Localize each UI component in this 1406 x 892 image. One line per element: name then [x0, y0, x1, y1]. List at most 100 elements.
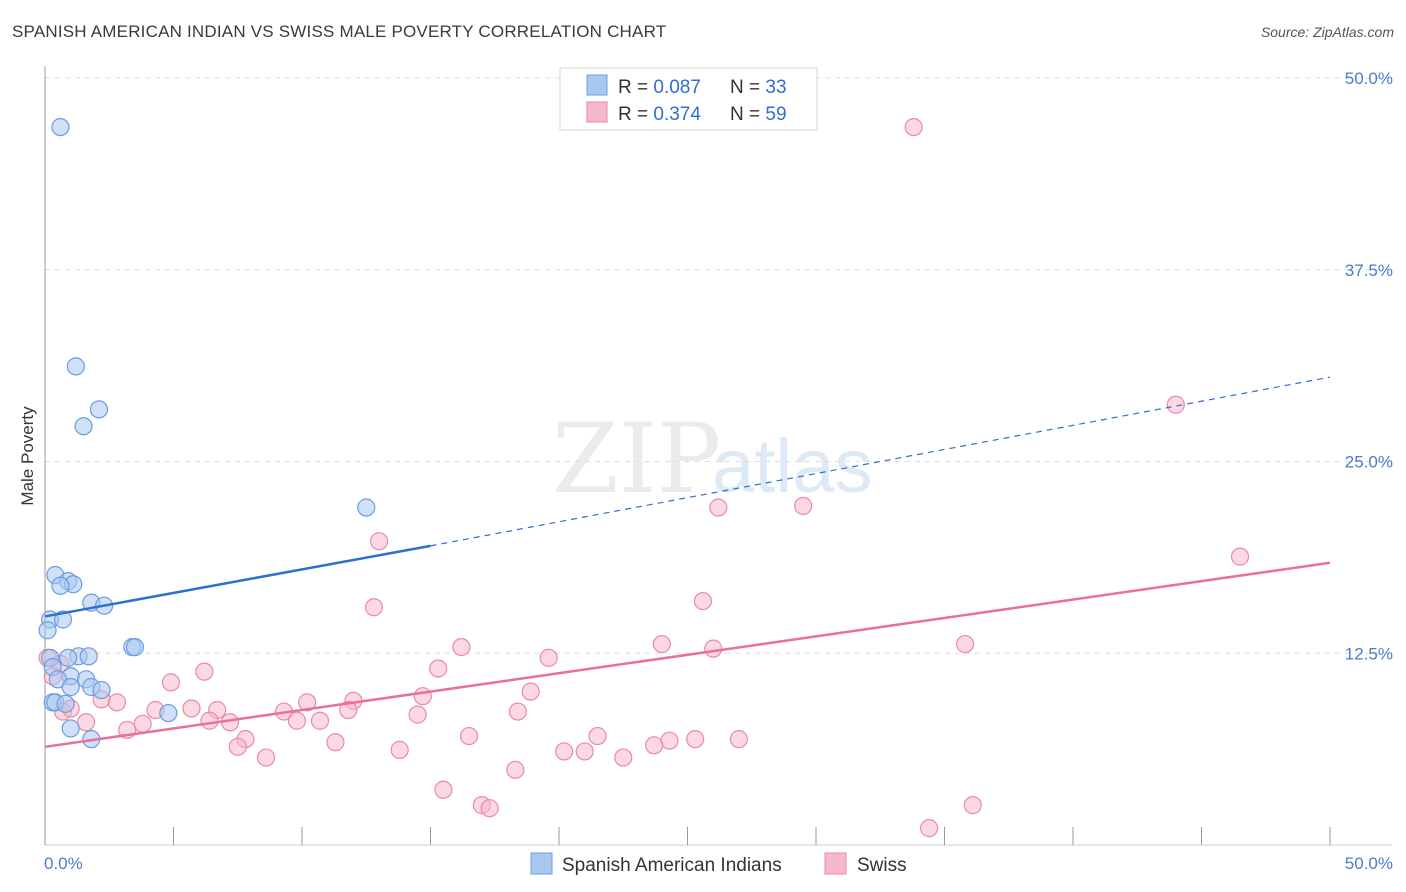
svg-text:R = 0.374: R = 0.374	[618, 104, 701, 125]
swiss-point-25	[339, 700, 358, 720]
swiss-point-7	[364, 598, 384, 617]
spanish-american-indian-points	[38, 117, 376, 749]
spanish-american-indian-point-2	[89, 400, 109, 419]
swiss-point-30	[508, 702, 527, 721]
swiss-point-52	[575, 742, 594, 761]
legend-r-value-2: 0.374	[653, 104, 701, 125]
swiss-point-11	[704, 639, 723, 658]
swiss-point-48	[644, 736, 664, 755]
trendline-spanish-american-indians-extension	[430, 376, 1331, 547]
swiss-point-9	[652, 634, 671, 654]
swiss-point-44	[660, 731, 679, 750]
legend-r-label-1: R =	[618, 77, 653, 98]
source-label: Source: ZipAtlas.com	[1260, 24, 1394, 40]
swiss-point-55	[506, 760, 525, 779]
legend-r-value-1: 0.087	[653, 77, 701, 98]
swiss-point-6	[693, 591, 713, 611]
legend-swatch-blue	[586, 74, 608, 96]
series-legend-label-pink[interactable]: Swiss	[857, 855, 907, 876]
swiss-point-53	[614, 748, 633, 767]
spanish-american-indian-point-1	[66, 357, 85, 376]
y-axis-title: Male Poverty	[18, 406, 37, 506]
swiss-point-39	[133, 714, 152, 733]
gridlines	[45, 77, 1392, 654]
spanish-american-indian-point-15	[125, 638, 145, 657]
y-tick-label-0: 12.5%	[1345, 644, 1393, 663]
spanish-american-indian-point-18	[79, 647, 98, 666]
swiss-point-59	[963, 796, 982, 815]
swiss-point-10	[452, 638, 471, 657]
series-legend-swatch-blue[interactable]	[530, 852, 553, 875]
series-legend-swatch-pink[interactable]	[824, 852, 847, 875]
swiss-point-17	[161, 673, 181, 692]
spanish-american-indian-point-8	[51, 576, 70, 595]
swiss-point-2	[1230, 547, 1250, 566]
spanish-american-indian-point-31	[61, 719, 80, 738]
stats-legend: R = 0.087 N = 33 R = 0.374 N = 59	[559, 67, 818, 131]
swiss-point-19	[413, 687, 432, 706]
spanish-american-indian-point-4	[357, 498, 376, 517]
watermark: ZIP atlas	[552, 403, 873, 515]
spanish-american-indian-point-25	[61, 677, 80, 697]
spanish-american-indian-point-26	[92, 680, 111, 700]
swiss-point-22	[107, 693, 127, 712]
spanish-american-indian-point-30	[159, 703, 178, 723]
swiss-point-36	[200, 711, 219, 730]
swiss-point-56	[434, 780, 453, 799]
swiss-point-46	[686, 730, 705, 749]
swiss-point-50	[390, 740, 409, 759]
y-tick-label-2: 37.5%	[1345, 261, 1393, 280]
swiss-point-27	[182, 699, 201, 718]
swiss-point-0	[904, 117, 923, 137]
spanish-american-indian-point-0	[51, 117, 70, 137]
legend-n-value-2: 59	[765, 104, 786, 125]
swiss-point-8	[955, 634, 975, 654]
swiss-point-5	[794, 496, 813, 516]
swiss-point-18	[521, 682, 540, 701]
legend-n-label-1: N =	[730, 77, 765, 98]
trend-lines	[44, 376, 1331, 749]
swiss-point-54	[256, 748, 276, 767]
swiss-point-31	[408, 705, 427, 724]
x-axis-ticks	[44, 827, 1331, 845]
series-legend: Spanish American Indians Swiss	[530, 852, 907, 876]
legend-n-label-2: N =	[730, 104, 765, 125]
swiss-point-60	[919, 819, 939, 838]
swiss-point-4	[709, 498, 728, 517]
y-tick-labels: 12.5% 25.0% 37.5% 50.0%	[1345, 69, 1393, 663]
svg-text:N = 59: N = 59	[730, 104, 787, 125]
spanish-american-indian-point-13	[38, 621, 57, 640]
swiss-point-3	[370, 532, 389, 551]
spanish-american-indian-point-12	[53, 610, 73, 629]
swiss-point-12	[539, 648, 558, 667]
spanish-american-indian-point-29	[56, 694, 75, 713]
swiss-point-43	[729, 730, 749, 749]
swiss-point-41	[459, 726, 479, 746]
legend-swatch-pink	[586, 101, 608, 123]
chart-title: SPANISH AMERICAN INDIAN VS SWISS MALE PO…	[12, 22, 667, 41]
swiss-point-38	[77, 713, 96, 732]
watermark-atlas: atlas	[712, 424, 873, 509]
watermark-zip: ZIP	[552, 403, 721, 515]
spanish-american-indian-point-3	[74, 417, 93, 436]
swiss-point-49	[228, 737, 247, 756]
trendline-swiss	[44, 561, 1331, 749]
swiss-point-23	[298, 693, 317, 712]
swiss-point-47	[326, 733, 345, 752]
swiss-point-14	[429, 659, 448, 678]
svg-text:N = 33: N = 33	[730, 77, 787, 98]
swiss-point-51	[555, 742, 574, 761]
svg-text:R = 0.087: R = 0.087	[618, 77, 701, 98]
swiss-point-35	[310, 711, 330, 730]
swiss-point-58	[480, 799, 499, 818]
spanish-american-indian-point-19	[59, 648, 78, 667]
series-legend-label-blue[interactable]: Spanish American Indians	[562, 855, 782, 876]
x-tick-label-min: 0.0%	[44, 854, 83, 873]
swiss-point-1	[1166, 395, 1185, 414]
swiss-point-16	[195, 662, 214, 681]
swiss-point-42	[588, 726, 607, 746]
legend-r-label-2: R =	[618, 104, 653, 125]
y-tick-label-3: 50.0%	[1345, 69, 1393, 88]
swiss-point-34	[287, 711, 306, 730]
